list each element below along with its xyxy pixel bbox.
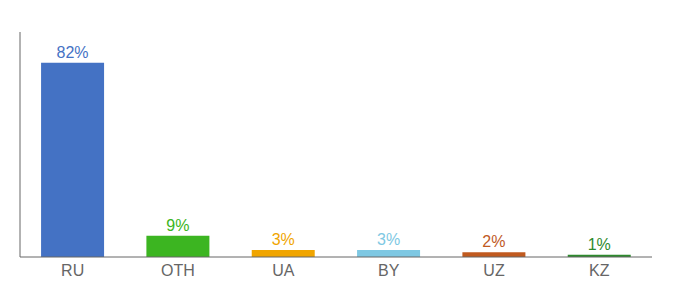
svg-text:3%: 3% [377,231,400,248]
svg-text:2%: 2% [482,233,505,250]
svg-text:1%: 1% [588,236,611,253]
svg-text:RU: RU [61,262,84,279]
svg-text:82%: 82% [57,44,89,61]
svg-text:3%: 3% [272,231,295,248]
svg-text:UA: UA [272,262,295,279]
svg-text:KZ: KZ [589,262,610,279]
svg-text:OTH: OTH [161,262,195,279]
svg-text:BY: BY [378,262,400,279]
svg-text:UZ: UZ [483,262,505,279]
svg-text:9%: 9% [166,217,189,234]
